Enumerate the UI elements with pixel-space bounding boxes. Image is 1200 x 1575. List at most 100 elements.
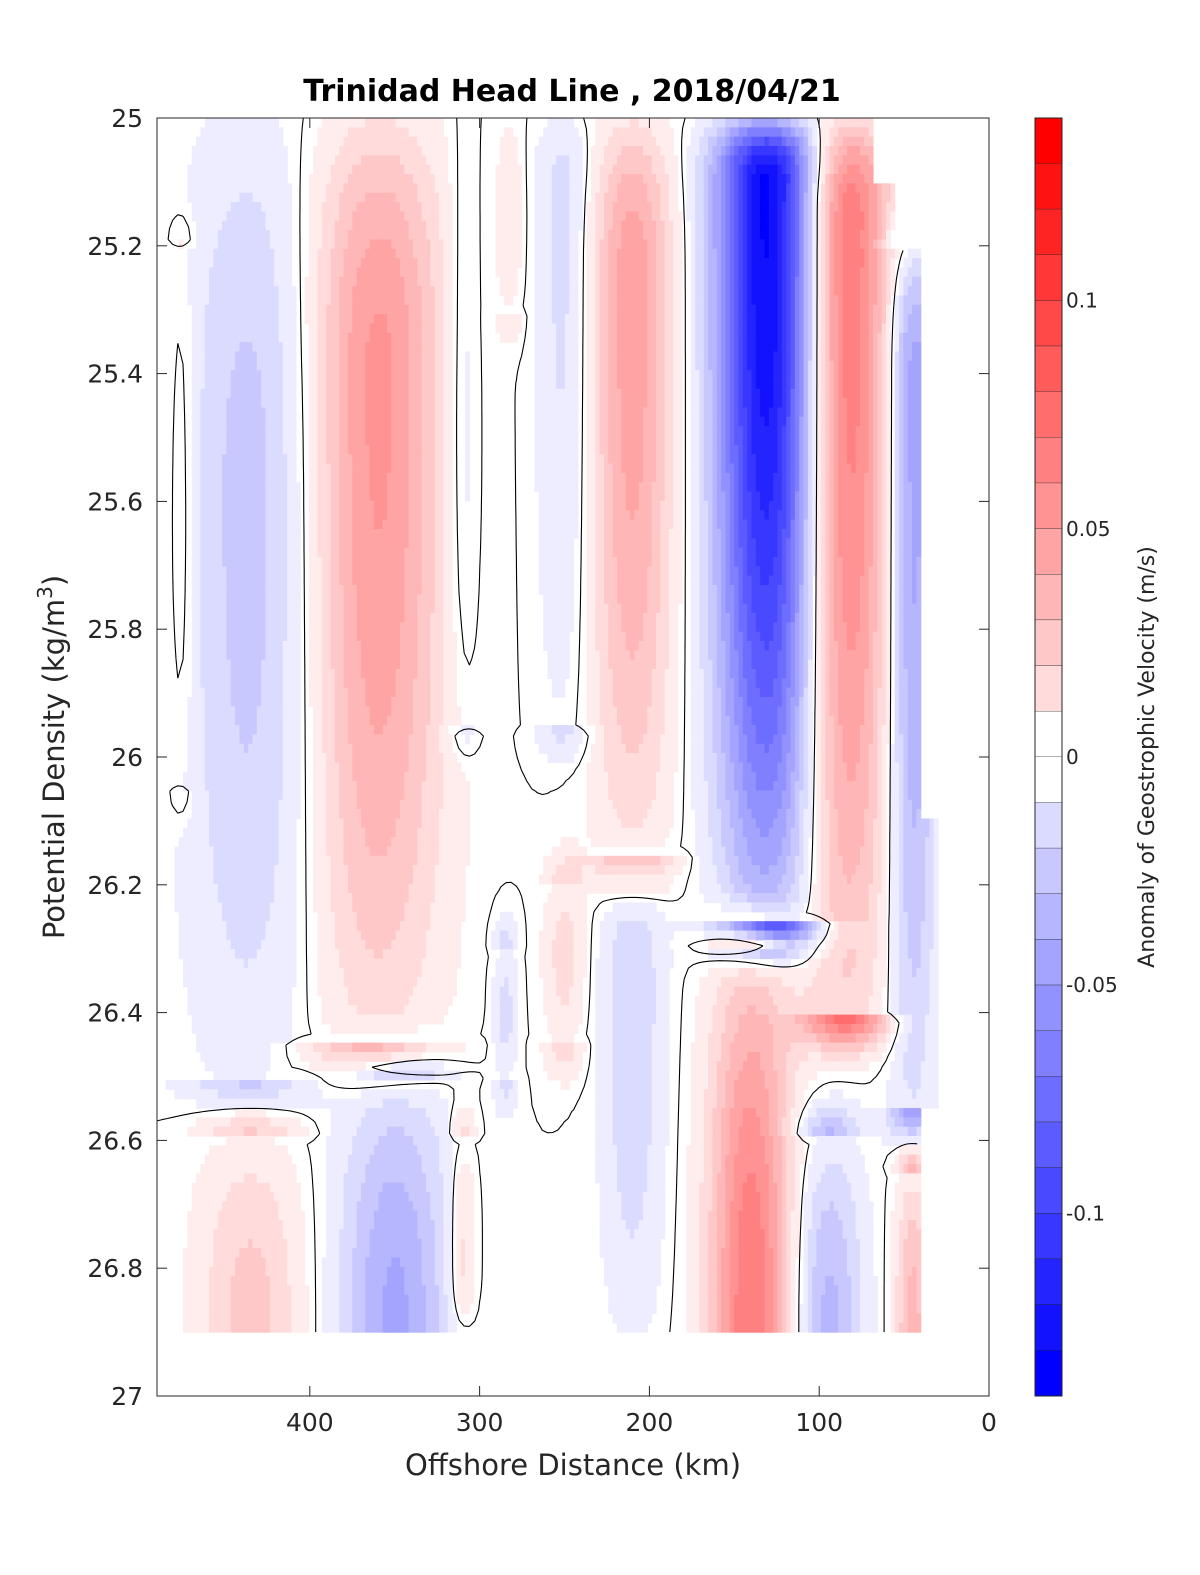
field-cell [204, 893, 210, 904]
field-cell [204, 500, 210, 511]
field-cell [352, 1210, 358, 1221]
field-cell [226, 482, 232, 493]
field-cell [191, 743, 197, 754]
field-cell [334, 603, 340, 614]
field-cell [261, 893, 267, 904]
field-cell [187, 827, 193, 838]
field-cell [313, 799, 319, 810]
field-cell [287, 706, 293, 717]
field-cell [334, 725, 340, 735]
field-cell [256, 491, 262, 502]
field-cell [261, 1210, 267, 1221]
field-cell [352, 1061, 358, 1072]
field-cell [235, 1182, 241, 1193]
field-cell [269, 1014, 275, 1025]
field-cell [191, 1182, 197, 1193]
field-cell [330, 1023, 336, 1034]
field-cell [356, 1145, 362, 1156]
field-cell [334, 1229, 340, 1240]
field-cell [204, 827, 210, 838]
field-cell [217, 1023, 223, 1034]
field-cell [226, 454, 232, 465]
field-cell [317, 846, 323, 857]
field-cell [204, 874, 210, 885]
field-cell [243, 977, 249, 988]
field-cell [239, 1135, 245, 1146]
field-cell [343, 584, 349, 595]
field-cell [191, 192, 197, 203]
field-cell [369, 566, 375, 577]
field-cell [352, 220, 358, 231]
field-cell [330, 267, 336, 278]
field-cell [239, 267, 245, 278]
field-cell [230, 1117, 236, 1128]
field-cell [347, 1145, 353, 1156]
field-cell [365, 809, 371, 820]
field-cell [360, 1294, 366, 1305]
field-cell [187, 1248, 193, 1258]
field-cell [261, 482, 267, 493]
field-cell [326, 538, 332, 549]
field-cell [204, 1304, 210, 1315]
field-cell [334, 435, 340, 446]
field-cell [209, 631, 215, 642]
field-cell [274, 799, 280, 810]
field-cell [217, 416, 223, 427]
field-cell [226, 1145, 232, 1156]
field-cell [191, 1313, 197, 1324]
field-cell [334, 921, 340, 932]
field-cell [256, 463, 262, 474]
field-cell [287, 650, 293, 661]
field-cell [326, 118, 332, 128]
field-cell [204, 818, 210, 829]
field-cell [347, 220, 353, 231]
field-cell [243, 1313, 249, 1324]
field-cell [222, 939, 228, 950]
field-cell [226, 407, 232, 418]
field-cell [248, 146, 254, 156]
field-cell [191, 528, 197, 539]
field-cell [265, 837, 271, 848]
field-cell [291, 286, 297, 297]
field-cell [213, 444, 219, 455]
field-cell [317, 883, 323, 894]
field-cell [252, 220, 258, 231]
field-cell [352, 416, 358, 427]
field-cell [252, 276, 258, 287]
field-cell [295, 1238, 301, 1249]
field-cell [282, 1210, 288, 1221]
field-cell [178, 939, 184, 950]
field-cell [200, 827, 206, 838]
field-cell [252, 472, 258, 483]
field-cell [330, 874, 336, 885]
field-cell [321, 669, 327, 679]
field-cell [278, 519, 284, 530]
field-cell [191, 444, 197, 455]
field-cell [200, 444, 206, 455]
field-cell [287, 687, 293, 698]
field-cell [282, 155, 288, 166]
field-cell [360, 155, 366, 166]
field-cell [204, 622, 210, 633]
field-cell [352, 594, 358, 605]
field-cell [330, 659, 336, 670]
field-cell [204, 538, 210, 549]
field-cell [313, 220, 319, 231]
field-cell [356, 1210, 362, 1221]
field-cell [209, 883, 215, 894]
field-cell [265, 902, 271, 913]
field-cell [183, 1276, 188, 1286]
field-cell [369, 463, 375, 474]
field-cell [308, 435, 314, 446]
field-cell [209, 697, 215, 707]
field-cell [213, 1182, 219, 1193]
field-cell [204, 435, 210, 446]
field-cell [217, 734, 223, 745]
field-cell [334, 230, 340, 241]
field-cell [352, 1145, 358, 1156]
field-cell [343, 706, 349, 717]
field-cell [326, 463, 332, 474]
field-cell [213, 1201, 219, 1212]
field-cell [261, 1182, 267, 1193]
field-cell [187, 949, 193, 960]
